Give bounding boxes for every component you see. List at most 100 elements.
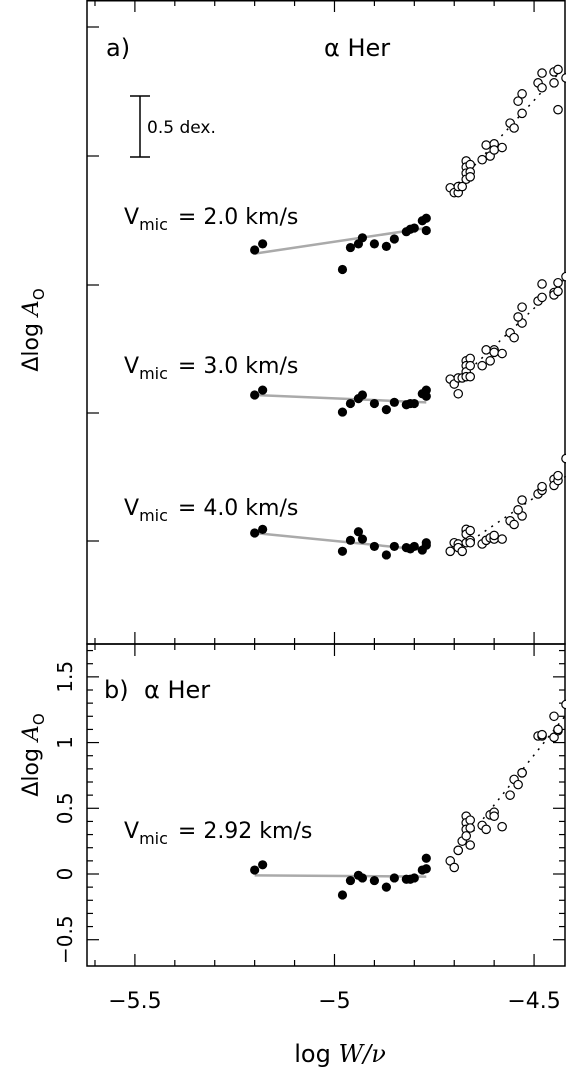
panel-a-filled-point [250, 390, 260, 400]
x-axis-label-plain: log [294, 1040, 338, 1068]
panel-a-filled-point [337, 407, 348, 417]
panel-a-open-point [497, 142, 507, 153]
panel-a-open-point [509, 519, 519, 530]
panel-a-filled-point [258, 239, 268, 249]
panel-a-open-point [553, 64, 563, 75]
panel-a-filled-point [337, 264, 348, 275]
x-tick-label: −4.5 [507, 989, 560, 1014]
vmic-label-1: Vmic = 2.0 km/s [124, 205, 298, 234]
panel-b-open-point [453, 845, 464, 856]
panel-a-open-point [465, 172, 475, 182]
panel-a-open-point [517, 302, 527, 312]
panel-a-filled-point [345, 242, 356, 253]
panel-a-open-point [465, 360, 475, 371]
panel-a-ylabel-italic: A [19, 300, 44, 318]
panel-a-trend-dotted [457, 277, 566, 382]
panel-a-filled-point [258, 524, 268, 534]
panel-a-open-point [549, 78, 559, 88]
vmic-label-2-sub: mic [139, 364, 168, 383]
panel-a-open-point [509, 123, 519, 133]
panel-b-frame [86, 643, 566, 967]
panel-a-filled-point [421, 391, 431, 401]
panel-a-open-point [465, 537, 475, 548]
panel-b-open-point [505, 790, 515, 800]
panel-b-open-point [481, 824, 491, 835]
panel-a-filled-point [381, 405, 391, 415]
panel-a-filled-point [421, 225, 431, 236]
panel-a-open-point [457, 181, 468, 192]
vmic-label-1-value: = 2.0 km/s [178, 205, 298, 230]
panel-a-filled-point [409, 223, 419, 233]
panel-b-open-point [461, 831, 472, 841]
panel-a-filled-point [381, 550, 391, 560]
panel-a-open-point [537, 279, 547, 289]
panel-b-ylabel-italic: A [19, 725, 44, 743]
panel-a-open-point [453, 388, 464, 399]
x-tick-label: −5.5 [108, 989, 161, 1014]
panel-a-filled-point [381, 241, 391, 251]
panel-a-open-point [537, 292, 547, 303]
y-tick-label: 0 [53, 868, 77, 881]
panel-a-fit-line [254, 393, 427, 404]
panel-a-open-point [485, 356, 495, 366]
y-tick-label: 0.5 [53, 792, 77, 824]
panel-a-open-point [497, 534, 507, 544]
panel-a-open-point [477, 154, 487, 165]
panel-b-open-point [561, 699, 566, 710]
panel-b-filled-point [381, 882, 391, 892]
vmic-label-b-prefix: V [124, 819, 139, 844]
axes-frames [86, 0, 566, 967]
x-axis-label-italic: W/ν [338, 1040, 385, 1068]
panel-a-open-point [457, 546, 468, 557]
panel-b-open-point [449, 862, 460, 873]
panel-b-open-point [489, 811, 499, 821]
vmic-label-b-sub: mic [139, 829, 168, 848]
panel-a-open-point [553, 470, 563, 481]
vmic-label-1-sub: mic [139, 215, 168, 234]
panel-a-open-point [561, 73, 566, 83]
vmic-label-3-sub: mic [139, 506, 168, 525]
y-tick-label: 1 [53, 736, 77, 749]
tick-labels: −5.5 −5 −4.5 −0.5 0 0.5 1 1.5 [53, 661, 561, 1014]
panel-a-open-point [537, 481, 547, 492]
panel-a-open-point [509, 332, 519, 343]
panel-b-filled-point [421, 864, 431, 874]
panel-a-filled-point [389, 234, 399, 244]
panel-b-ylabel: Δlog AO [19, 713, 48, 796]
panel-a-tag: a) [106, 34, 130, 62]
panel-a-open-point [517, 495, 527, 505]
y-tick-label: −0.5 [53, 915, 77, 964]
vmic-label-2-prefix: V [124, 354, 139, 379]
panel-a-filled-point [250, 528, 260, 538]
vmic-label-1-prefix: V [124, 205, 139, 230]
vmic-label-3: Vmic = 4.0 km/s [124, 496, 298, 525]
panel-b-open-point [549, 711, 559, 722]
scale-bar [130, 95, 150, 158]
panel-a-filled-point [353, 527, 364, 537]
panel-a-filled-point [345, 398, 356, 409]
panel-a-open-point [553, 104, 563, 115]
panel-a-filled-point [357, 534, 368, 544]
panel-a-filled-point [369, 239, 379, 249]
panel-a-filled-point [345, 535, 356, 545]
panel-a-open-point [481, 140, 491, 150]
panel-a-open-point [561, 453, 566, 464]
y-tick-label: 1.5 [53, 661, 77, 693]
panel-a-filled-point [421, 538, 431, 548]
panel-a-fit-line [254, 226, 427, 255]
panel-a-open-point [513, 96, 523, 106]
panel-a-open-point [489, 145, 499, 155]
panel-b-open-point [465, 815, 475, 825]
panel-a-open-point [517, 108, 527, 119]
x-axis-label: log W/ν [294, 1040, 386, 1068]
panel-a-trend-dotted [457, 475, 566, 550]
panel-b-ylabel-sub: O [30, 713, 48, 725]
panel-a-open-point [497, 348, 507, 359]
panel-a-ylabel-plain: Δlog [19, 316, 44, 372]
vmic-label-b-value: = 2.92 km/s [178, 819, 312, 844]
panel-b-filled-point [409, 873, 419, 883]
panel-b-tag: b) [104, 676, 129, 704]
panel-a-star-label: α Her [324, 34, 390, 62]
panel-b-filled-point [250, 865, 260, 875]
